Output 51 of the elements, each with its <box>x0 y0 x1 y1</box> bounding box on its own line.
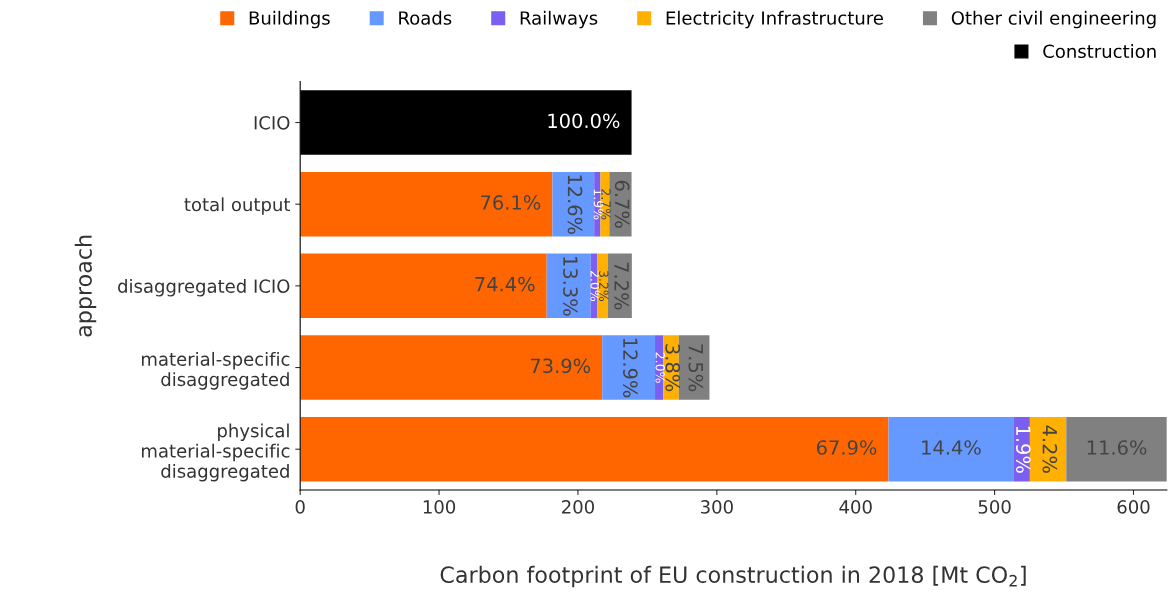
annotation: 14.4% <box>922 440 981 455</box>
y-tick-label: material-specific disaggregated <box>142 351 290 390</box>
y-tick-label: ICIO <box>254 115 290 130</box>
legend-label: Construction <box>1043 44 1156 59</box>
annotation: 67.9% <box>816 440 877 455</box>
annotation: 1.9% <box>593 189 604 220</box>
bar <box>546 253 591 319</box>
x-tick-label: 100 <box>423 500 456 514</box>
x-tick-label: 300 <box>700 500 733 514</box>
annotation: 2.0% <box>655 352 665 383</box>
annotation: 3.8% <box>665 344 681 392</box>
annotation: 13.3% <box>563 257 578 316</box>
legend-label: Electricity Infrastructure <box>666 10 883 29</box>
bar <box>300 335 603 400</box>
bar <box>1029 416 1067 482</box>
annotation: 4.2% <box>1042 425 1058 473</box>
annotation: 6.7% <box>614 180 630 228</box>
bar <box>1066 416 1167 482</box>
annotation: 1.9% <box>1015 426 1031 473</box>
bar <box>602 335 656 400</box>
legend-label: Buildings <box>249 10 330 29</box>
annotation: 2.7% <box>601 189 611 220</box>
bar <box>300 171 553 237</box>
annotation: 76.1% <box>481 195 541 210</box>
y-axis-title: approach <box>74 235 97 337</box>
x-tick-label: 500 <box>978 500 1011 514</box>
annotation: 7.5% <box>688 344 704 392</box>
x-tick-label: 0 <box>295 500 305 514</box>
y-tick-label: physical material-specific disaggregated <box>142 423 290 482</box>
bar <box>300 416 889 482</box>
x-tick-label: 400 <box>839 500 872 514</box>
annotation: 7.2% <box>614 262 629 310</box>
x-axis-title: Carbon footprint of EU construction in 2018 [Mt CO$_{2}$] <box>440 565 1026 588</box>
legend-label: Railways <box>520 10 598 29</box>
annotation: 2.0% <box>590 270 600 302</box>
x-tick-label: 600 <box>1117 500 1150 514</box>
bar <box>300 253 547 319</box>
annotation: 12.9% <box>623 338 638 398</box>
legend-label: Other civil engineering <box>951 10 1156 29</box>
y-tick-label: total output <box>184 197 291 215</box>
legend-label: Roads <box>399 10 452 25</box>
annotation: 3.2% <box>599 270 609 302</box>
annotation: 73.9% <box>530 358 591 374</box>
annotation: 11.6% <box>1087 440 1147 455</box>
annotation: 74.4% <box>475 276 535 292</box>
bar <box>888 416 1014 482</box>
annotation: 12.6% <box>567 175 583 234</box>
y-tick-label: disaggregated ICIO <box>118 279 290 297</box>
x-tick-label: 200 <box>562 500 594 514</box>
annotation: 100.0% <box>548 113 620 129</box>
bar <box>552 171 595 237</box>
